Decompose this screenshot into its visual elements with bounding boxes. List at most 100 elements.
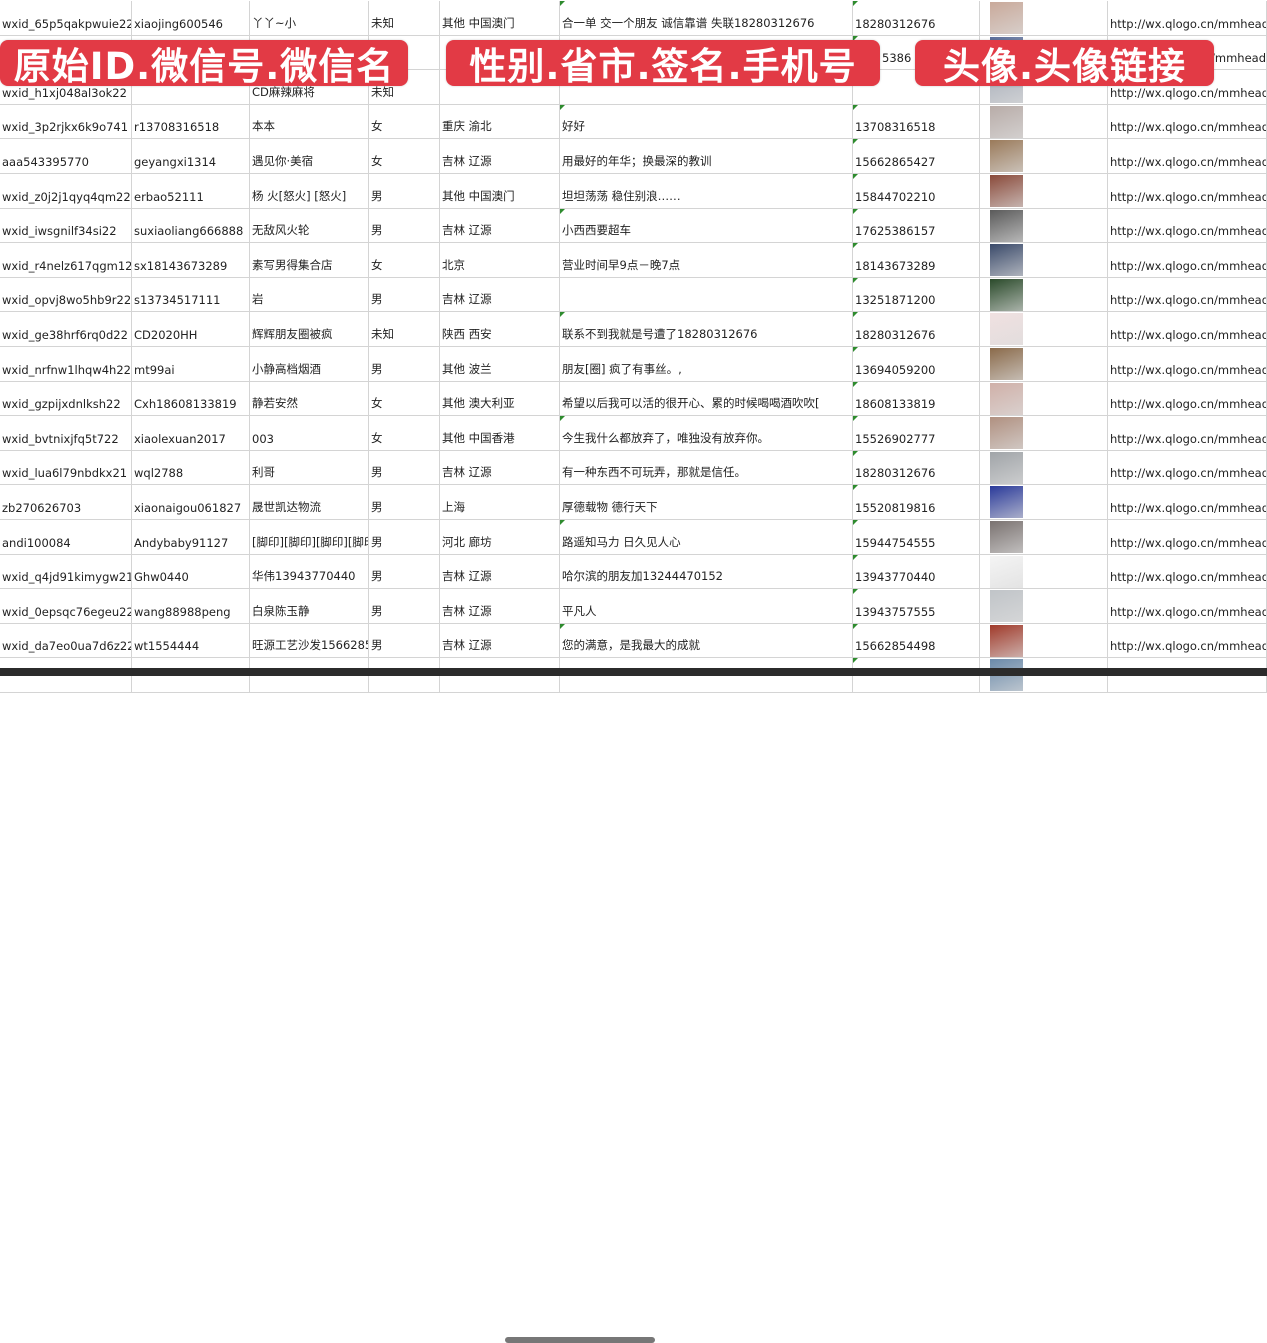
- cell-original-id[interactable]: wxid_z0j2j1qyq4qm22: [0, 174, 132, 208]
- cell-wechat-id[interactable]: [132, 70, 250, 104]
- table-row[interactable]: wxid_3p2rjkx6k9o741 r13708316518 本本女重庆 渝北好…: [0, 104, 1267, 140]
- cell-region[interactable]: 上海: [440, 485, 560, 519]
- cell-avatar-link[interactable]: http://wx.qlogo.cn/mmhead: [1108, 589, 1267, 623]
- cell-region[interactable]: 其他 波兰: [440, 347, 560, 381]
- table-row[interactable]: wxid_iwsgnilf34si22 suxiaoliang666888 无敌风火…: [0, 208, 1267, 244]
- cell-region[interactable]: 重庆 渝北: [440, 104, 560, 139]
- cell-signature[interactable]: 哈尔滨的朋友加13244470152: [560, 554, 853, 589]
- cell-wechat-id[interactable]: wql2788: [132, 450, 250, 485]
- cell-region[interactable]: 吉林 辽源: [440, 450, 560, 485]
- cell-avatar[interactable]: [980, 208, 1108, 243]
- cell-wechat-name[interactable]: 白泉陈玉静: [250, 589, 369, 623]
- cell-wechat-name[interactable]: 素写男得集合店: [250, 243, 369, 277]
- cell-signature[interactable]: 平凡人: [560, 589, 853, 623]
- cell-phone[interactable]: 18143673289: [853, 243, 980, 277]
- cell-wechat-name[interactable]: 利哥: [250, 450, 369, 485]
- cell-region[interactable]: 其他 中国澳门: [440, 174, 560, 208]
- cell-avatar[interactable]: [980, 104, 1108, 139]
- table-row[interactable]: wxid_65p5qakpwuie22 xiaojing600546 丫丫~小 未知其…: [0, 1, 1267, 36]
- cell-signature[interactable]: [560, 277, 853, 312]
- cell-wechat-name[interactable]: 杨 火[怒火] [怒火]: [250, 174, 369, 208]
- cell-region[interactable]: 陕西 西安: [440, 312, 560, 346]
- cell-avatar[interactable]: [980, 381, 1108, 416]
- cell-wechat-id[interactable]: s13734517111: [132, 277, 250, 312]
- cell-wechat-name[interactable]: 晟世凯达物流: [250, 485, 369, 519]
- cell-avatar[interactable]: [980, 485, 1108, 519]
- cell-avatar[interactable]: [980, 589, 1108, 623]
- cell-wechat-name[interactable]: 旺源工艺沙发15662854: [250, 623, 369, 658]
- cell-avatar-link[interactable]: http://wx.qlogo.cn/mmhead: [1108, 208, 1267, 243]
- cell-wechat-id[interactable]: xiaolexuan2017: [132, 416, 250, 450]
- cell-avatar-link[interactable]: http://wx.qlogo.cn/mmhead: [1108, 520, 1267, 554]
- cell-wechat-name[interactable]: 辉辉朋友圈被疯: [250, 312, 369, 346]
- cell-region[interactable]: 吉林 辽源: [440, 589, 560, 623]
- cell-region[interactable]: 吉林 辽源: [440, 554, 560, 589]
- cell-wechat-id[interactable]: xiaonaigou061827: [132, 485, 250, 519]
- cell-wechat-id[interactable]: Andybaby91127: [132, 520, 250, 554]
- cell-wechat-id[interactable]: CD2020HH: [132, 312, 250, 346]
- cell-wechat-name[interactable]: 静若安然: [250, 381, 369, 416]
- table-row[interactable]: wxid_z0j2j1qyq4qm22 erbao52111 杨 火[怒火] [怒火…: [0, 174, 1267, 209]
- cell-signature[interactable]: 坦坦荡荡 稳住别浪……: [560, 174, 853, 208]
- cell-wechat-id[interactable]: wt1554444: [132, 623, 250, 658]
- cell-phone[interactable]: 18280312676: [853, 1, 980, 35]
- cell-avatar-link[interactable]: http://wx.qlogo.cn/mmhead: [1108, 416, 1267, 450]
- cell-original-id[interactable]: wxid_0epsqc76egeu22: [0, 589, 132, 623]
- cell-original-id[interactable]: wxid_da7eo0ua7d6z22: [0, 623, 132, 658]
- cell-phone[interactable]: 17625386157: [853, 208, 980, 243]
- cell-avatar[interactable]: [980, 174, 1108, 208]
- cell-signature[interactable]: 联系不到我就是号遭了18280312676: [560, 312, 853, 346]
- cell-avatar-link[interactable]: http://wx.qlogo.cn/mmhead: [1108, 347, 1267, 381]
- cell-phone[interactable]: 15944754555: [853, 520, 980, 554]
- cell-wechat-id[interactable]: Ghw0440: [132, 554, 250, 589]
- cell-signature[interactable]: 希望以后我可以活的很开心、累的时候喝喝酒吹吹[: [560, 381, 853, 416]
- table-row[interactable]: zb270626703 xiaonaigou061827 晟世凯达物流男上海 厚德载物…: [0, 485, 1267, 520]
- cell-avatar-link[interactable]: http://wx.qlogo.cn/mmhead: [1108, 104, 1267, 139]
- cell-wechat-id[interactable]: Cxh18608133819: [132, 381, 250, 416]
- cell-original-id[interactable]: wxid_gzpijxdnlksh22: [0, 381, 132, 416]
- cell-region[interactable]: 吉林 辽源: [440, 623, 560, 658]
- cell-avatar[interactable]: [980, 1, 1108, 35]
- cell-gender[interactable]: 未知: [369, 1, 440, 35]
- cell-signature[interactable]: 小西西要超车: [560, 208, 853, 243]
- cell-gender[interactable]: 女: [369, 243, 440, 277]
- cell-avatar[interactable]: [980, 554, 1108, 589]
- cell-phone[interactable]: 13251871200: [853, 277, 980, 312]
- cell-wechat-name[interactable]: CD麻辣麻将: [250, 70, 369, 104]
- cell-gender[interactable]: 女: [369, 381, 440, 416]
- cell-avatar[interactable]: [980, 416, 1108, 450]
- cell-phone[interactable]: 15662865427: [853, 139, 980, 173]
- table-row[interactable]: wxid_opvj8wo5hb9r22 s13734517111 岩男吉林 辽源 13…: [0, 277, 1267, 313]
- cell-wechat-name[interactable]: 小静高档烟酒: [250, 347, 369, 381]
- cell-avatar-link[interactable]: http://wx.qlogo.cn/mmhead: [1108, 623, 1267, 658]
- cell-original-id[interactable]: wxid_iwsgnilf34si22: [0, 208, 132, 243]
- cell-gender[interactable]: 男: [369, 485, 440, 519]
- cell-wechat-id[interactable]: suxiaoliang666888: [132, 208, 250, 243]
- cell-region[interactable]: [440, 70, 560, 104]
- cell-original-id[interactable]: wxid_r4nelz617qgm12: [0, 243, 132, 277]
- cell-original-id[interactable]: wxid_lua6l79nbdkx21: [0, 450, 132, 485]
- cell-phone[interactable]: 18608133819: [853, 381, 980, 416]
- cell-avatar-link[interactable]: http://wx.qlogo.cn/mmhead: [1108, 381, 1267, 416]
- cell-signature[interactable]: 合一单 交一个朋友 诚信靠谱 失联18280312676: [560, 1, 853, 35]
- cell-signature[interactable]: 路遥知马力 日久见人心: [560, 520, 853, 554]
- cell-phone[interactable]: 15662854498: [853, 623, 980, 658]
- cell-phone[interactable]: 18280312676: [853, 450, 980, 485]
- table-row[interactable]: wxid_gzpijxdnlksh22 Cxh18608133819 静若安然女其他…: [0, 381, 1267, 417]
- cell-gender[interactable]: 男: [369, 277, 440, 312]
- cell-wechat-name[interactable]: 本本: [250, 104, 369, 139]
- cell-region[interactable]: 吉林 辽源: [440, 277, 560, 312]
- cell-phone[interactable]: 15526902777: [853, 416, 980, 450]
- cell-phone[interactable]: 15520819816: [853, 485, 980, 519]
- cell-wechat-id[interactable]: wang88988peng: [132, 589, 250, 623]
- cell-avatar-link[interactable]: http://wx.qlogo.cn/mmhead: [1108, 450, 1267, 485]
- cell-gender[interactable]: 男: [369, 208, 440, 243]
- cell-region[interactable]: 河北 廊坊: [440, 520, 560, 554]
- cell-phone[interactable]: 13694059200: [853, 347, 980, 381]
- table-row[interactable]: wxid_0epsqc76egeu22 wang88988peng 白泉陈玉静男吉林…: [0, 589, 1267, 624]
- cell-original-id[interactable]: wxid_3p2rjkx6k9o741: [0, 104, 132, 139]
- cell-avatar-link[interactable]: http://wx.qlogo.cn/mmhead: [1108, 174, 1267, 208]
- cell-gender[interactable]: 女: [369, 139, 440, 173]
- cell-phone[interactable]: 18280312676: [853, 312, 980, 346]
- table-row[interactable]: wxid_da7eo0ua7d6z22 wt1554444 旺源工艺沙发156628…: [0, 623, 1267, 659]
